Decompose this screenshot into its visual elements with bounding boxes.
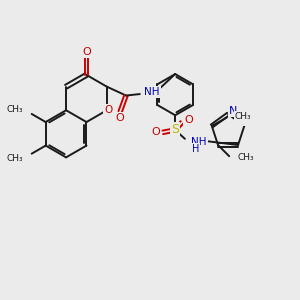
Text: N: N — [229, 106, 238, 116]
Text: CH₃: CH₃ — [235, 112, 251, 121]
Text: NH: NH — [144, 87, 160, 97]
Text: CH₃: CH₃ — [7, 154, 23, 163]
Text: O: O — [184, 115, 193, 125]
Text: O: O — [82, 47, 91, 57]
Text: O: O — [116, 113, 124, 123]
Text: O: O — [238, 114, 247, 124]
Text: O: O — [152, 127, 160, 137]
Text: H: H — [192, 144, 200, 154]
Text: CH₃: CH₃ — [237, 153, 254, 162]
Text: CH₃: CH₃ — [7, 105, 23, 114]
Text: S: S — [171, 124, 179, 136]
Text: NH: NH — [191, 137, 207, 147]
Text: O: O — [104, 105, 112, 115]
